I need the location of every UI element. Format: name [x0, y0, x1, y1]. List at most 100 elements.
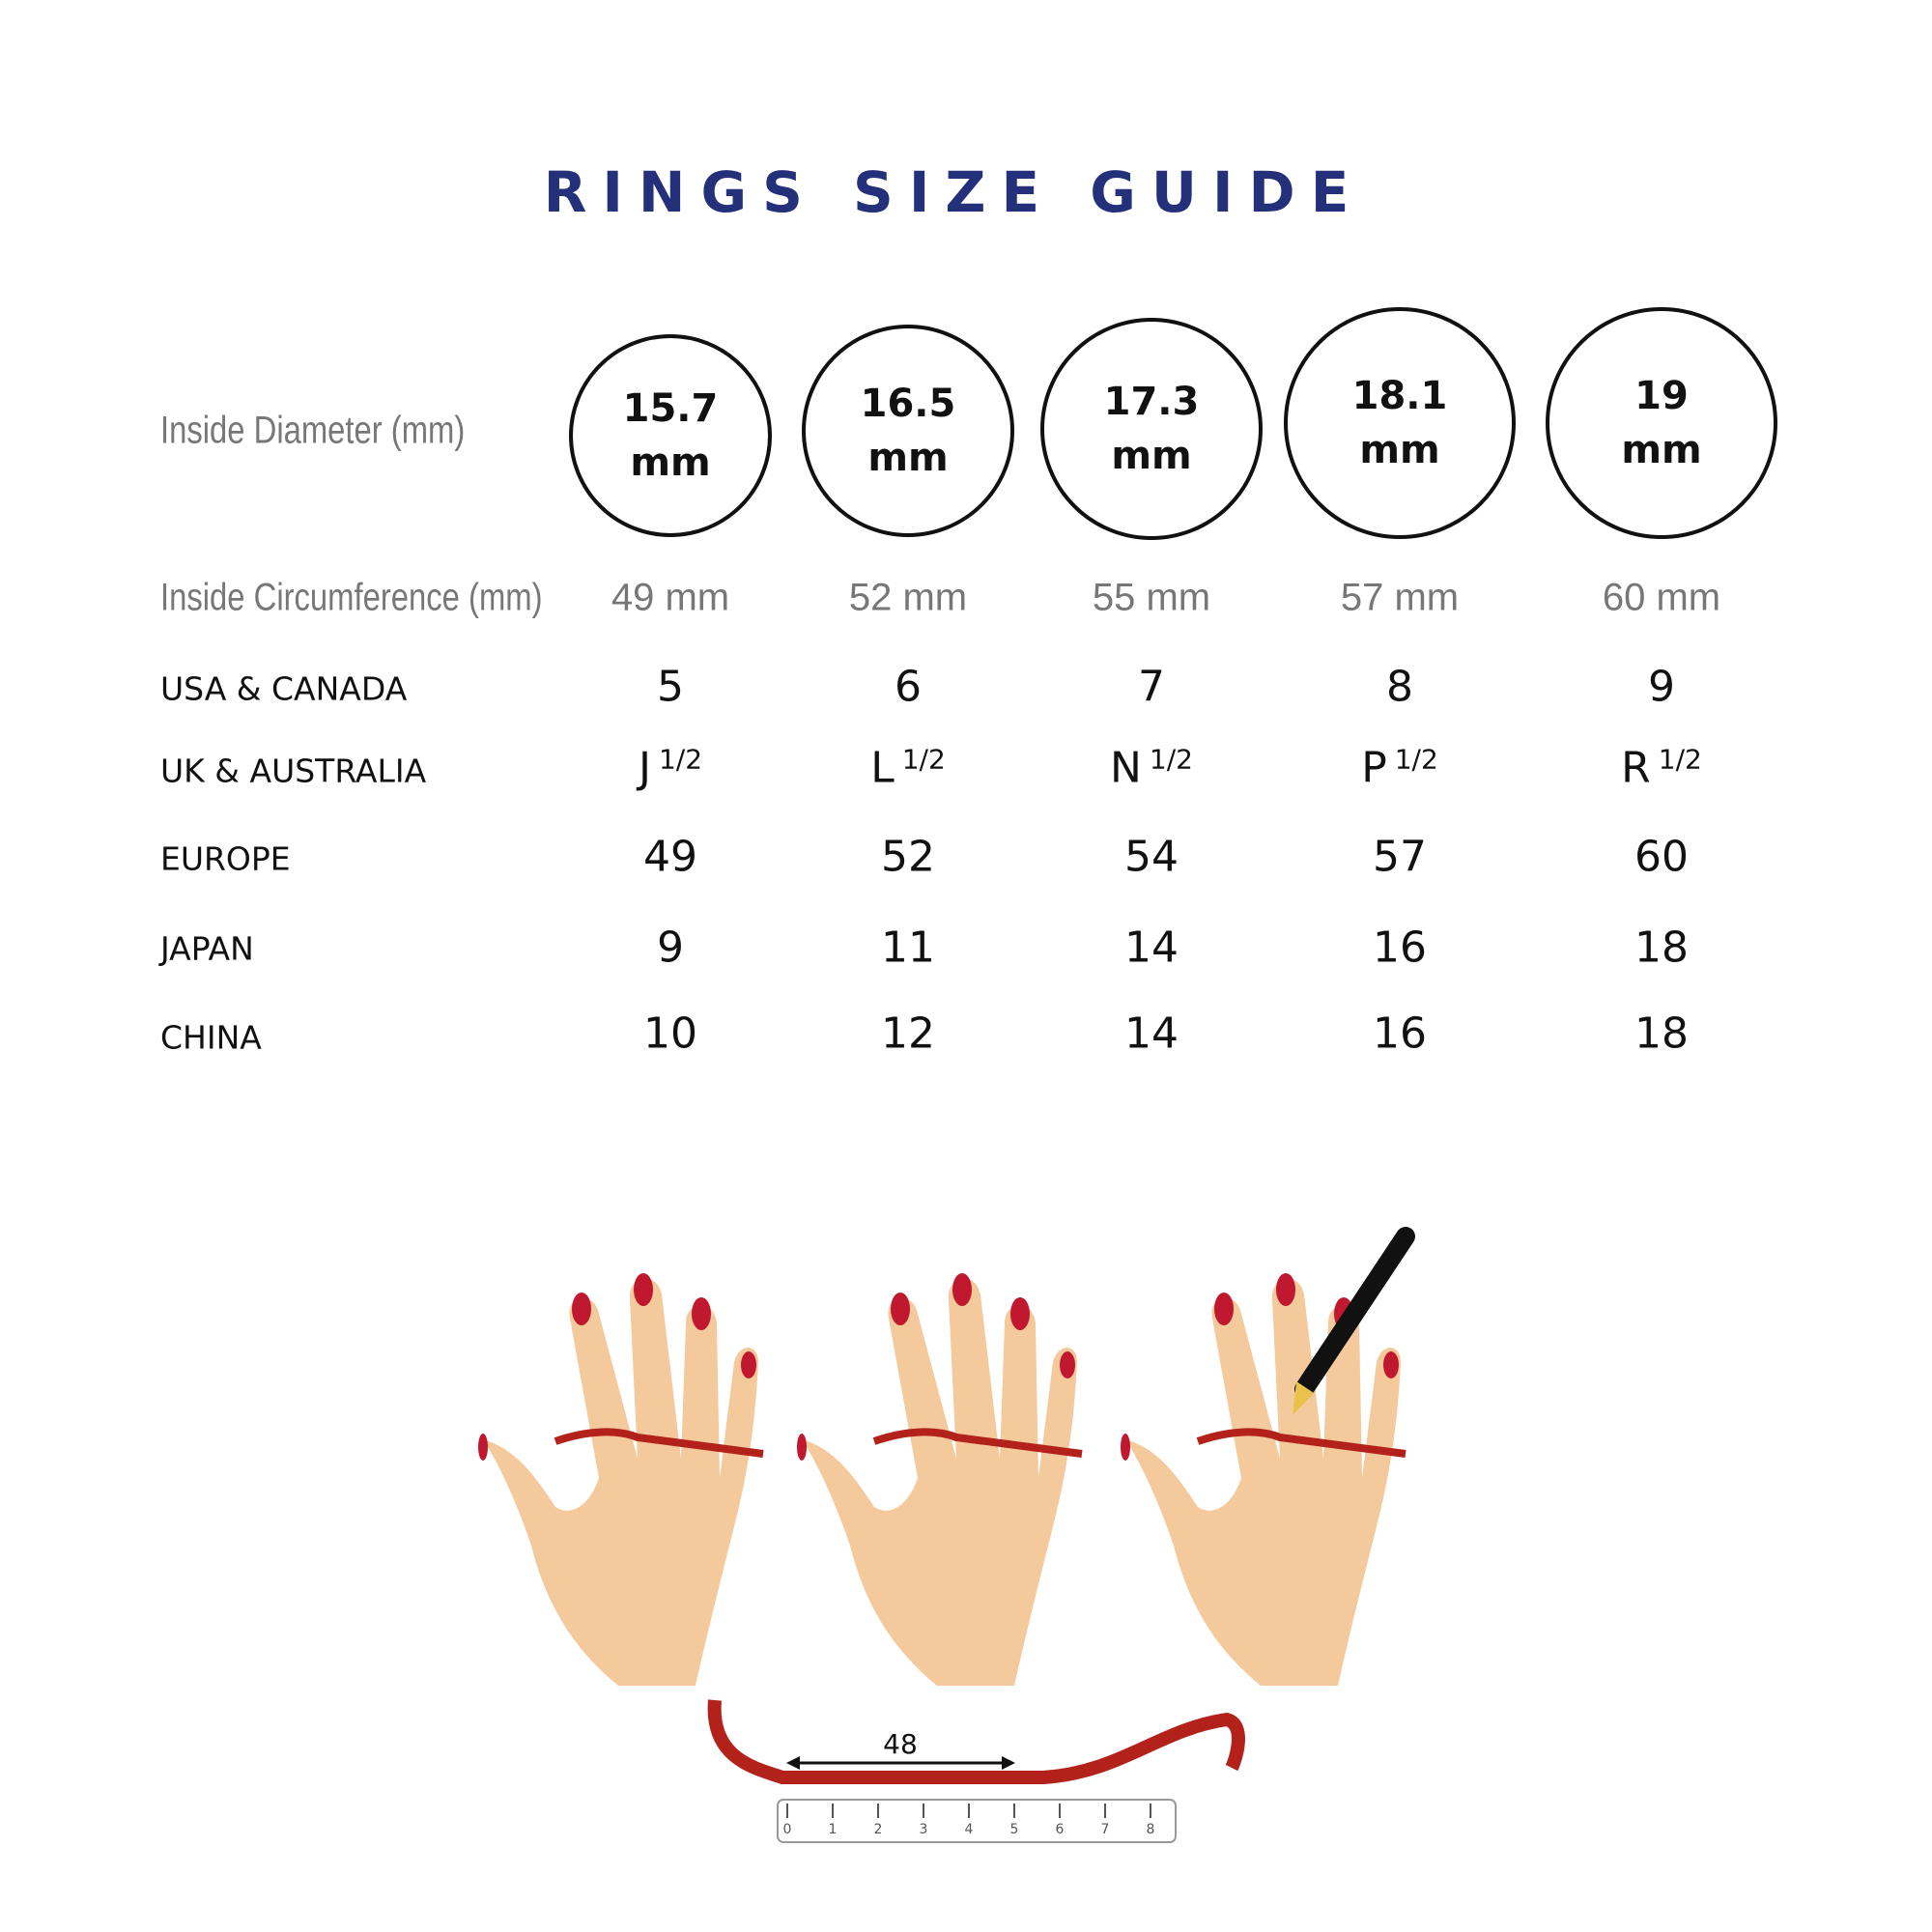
- uk-size-value: P 1/2: [1361, 744, 1438, 793]
- hand-part: [872, 1428, 1083, 1458]
- diameter-value: 18.1: [1351, 374, 1448, 418]
- uk-letter: N: [1110, 743, 1142, 793]
- china-size-value: 12: [881, 1009, 935, 1059]
- uk-letter: L: [870, 743, 895, 793]
- usa-size-value: 7: [1138, 662, 1165, 712]
- china-size-value: 14: [1124, 1009, 1179, 1059]
- measure-label: 48: [883, 1728, 918, 1760]
- hand-part: [1125, 1278, 1401, 1686]
- uk-label: UK & AUSTRALIA: [160, 752, 427, 790]
- hand-part: [1196, 1428, 1406, 1458]
- uk-half: 1/2: [658, 743, 703, 776]
- europe-label: EUROPE: [160, 839, 291, 878]
- china-size-value: 18: [1634, 1009, 1689, 1059]
- circumference-label: Inside Circumference (mm): [160, 576, 543, 619]
- circumference-value: 55 mm: [1092, 576, 1211, 619]
- circumference-value: 60 mm: [1602, 576, 1721, 619]
- uk-half: 1/2: [901, 743, 946, 776]
- usa-size-value: 5: [657, 662, 684, 712]
- ruler-tick-label: 0: [783, 1822, 792, 1837]
- china-size-value: 10: [643, 1009, 697, 1059]
- diameter-value: 17.3: [1103, 380, 1200, 424]
- circumference-value: 57 mm: [1340, 576, 1460, 619]
- ruler-tick-label: 7: [1101, 1822, 1110, 1837]
- ruler: [777, 1799, 1177, 1843]
- europe-size-value: 54: [1124, 832, 1179, 882]
- measuring-hands-illustration: 48 0 1 2 3 4 5 6 7 8: [478, 1227, 1415, 1843]
- china-label: CHINA: [160, 1018, 262, 1057]
- diameter-unit: mm: [1621, 428, 1702, 472]
- diameter-value: 19: [1634, 374, 1689, 418]
- ring-diameter-circle: 15.7 mm: [569, 334, 772, 537]
- japan-size-value: 16: [1373, 923, 1427, 973]
- uk-size-value: R 1/2: [1621, 744, 1702, 793]
- hand-part: [952, 1273, 972, 1306]
- usa-size-value: 6: [895, 662, 922, 712]
- ruler-tick-label: 3: [920, 1822, 928, 1837]
- usa-label: USA & CANADA: [160, 669, 408, 708]
- hand-part: [802, 1278, 1077, 1686]
- hand-part: [1214, 1293, 1234, 1325]
- hand-part: [891, 1293, 910, 1325]
- page-title: RINGS SIZE GUIDE: [543, 159, 1365, 225]
- japan-size-value: 9: [657, 923, 684, 973]
- hand-part: [483, 1278, 758, 1686]
- uk-half: 1/2: [1149, 743, 1193, 776]
- uk-letter: P: [1361, 743, 1387, 793]
- hand-part: [1383, 1351, 1399, 1378]
- china-size-value: 16: [1373, 1009, 1427, 1059]
- circumference-value: 52 mm: [848, 576, 968, 619]
- hand-icon: [1121, 1273, 1406, 1686]
- ring-diameter-circle: 18.1 mm: [1284, 307, 1516, 539]
- ruler-tick-label: 4: [965, 1822, 974, 1837]
- japan-size-value: 18: [1634, 923, 1689, 973]
- diameter-unit: mm: [1111, 434, 1192, 478]
- europe-size-value: 49: [643, 832, 697, 882]
- europe-size-value: 60: [1634, 832, 1689, 882]
- hand-part: [1121, 1434, 1130, 1461]
- uk-letter: J: [638, 743, 651, 793]
- usa-size-value: 8: [1386, 662, 1413, 712]
- hand-part: [1276, 1273, 1295, 1306]
- uk-size-value: J 1/2: [639, 744, 702, 793]
- ring-diameter-circle: 19 mm: [1546, 307, 1777, 539]
- uk-half: 1/2: [1658, 743, 1702, 776]
- europe-size-value: 52: [881, 832, 935, 882]
- hand-part: [692, 1297, 711, 1330]
- circumference-value: 49 mm: [611, 576, 730, 619]
- ruler-tick-label: 5: [1010, 1822, 1019, 1837]
- ruler-tick-label: 1: [829, 1822, 838, 1837]
- japan-size-value: 14: [1124, 923, 1179, 973]
- diameter-label: Inside Diameter (mm): [160, 409, 466, 452]
- measuring-string: [707, 1699, 1245, 1784]
- hand-part: [1060, 1351, 1075, 1378]
- diameter-value: 15.7: [622, 386, 719, 431]
- japan-label: JAPAN: [160, 929, 254, 968]
- japan-size-value: 11: [881, 923, 935, 973]
- hand-part: [797, 1434, 807, 1461]
- uk-half: 1/2: [1394, 743, 1438, 776]
- hand-icon: [797, 1273, 1083, 1686]
- hand-part: [572, 1293, 591, 1325]
- uk-size-value: N 1/2: [1110, 744, 1193, 793]
- usa-size-value: 9: [1648, 662, 1675, 712]
- europe-size-value: 57: [1373, 832, 1427, 882]
- uk-letter: R: [1621, 743, 1651, 793]
- ring-diameter-circle: 16.5 mm: [802, 325, 1014, 537]
- hand-part: [478, 1434, 488, 1461]
- ruler-tick-label: 8: [1147, 1822, 1155, 1837]
- hand-part: [1010, 1297, 1030, 1330]
- uk-size-value: L 1/2: [870, 744, 946, 793]
- ruler-tick-label: 6: [1056, 1822, 1065, 1837]
- diameter-unit: mm: [867, 436, 949, 480]
- hand-part: [634, 1273, 653, 1306]
- diameter-unit: mm: [630, 440, 711, 485]
- hand-part: [554, 1428, 764, 1458]
- ruler-tick-label: 2: [874, 1822, 883, 1837]
- diameter-value: 16.5: [860, 382, 956, 426]
- ring-diameter-circle: 17.3 mm: [1040, 318, 1263, 540]
- diameter-unit: mm: [1359, 428, 1440, 472]
- hand-part: [741, 1351, 756, 1378]
- hand-icon: [478, 1273, 764, 1686]
- pencil-icon: [1293, 1227, 1415, 1415]
